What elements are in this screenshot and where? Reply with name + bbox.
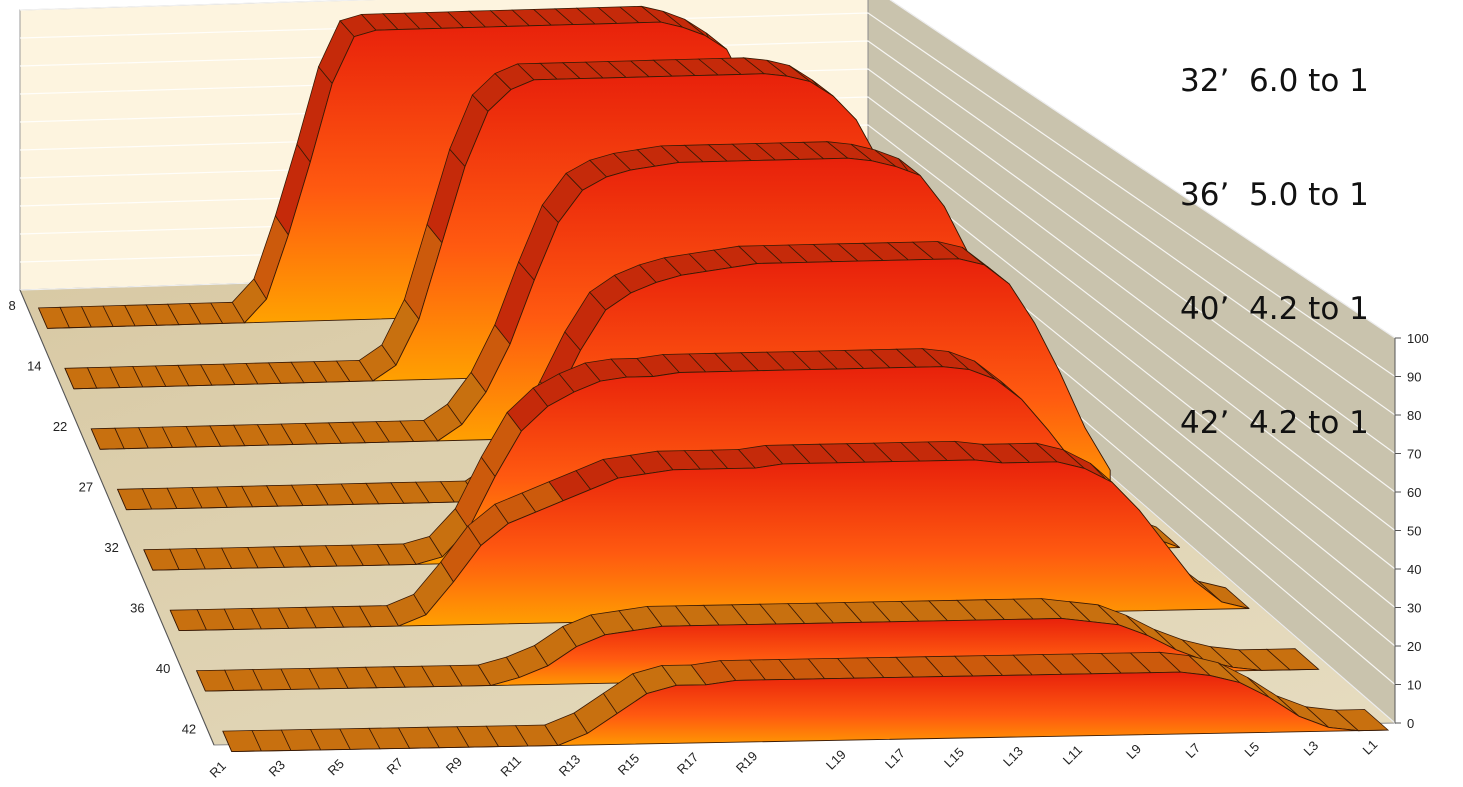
x-tick-label: L3: [1300, 738, 1321, 759]
depth-tick-label: 8: [9, 298, 16, 313]
y-tick-label: 90: [1407, 370, 1421, 385]
y-tick-label: 80: [1407, 408, 1421, 423]
x-tick-label: R9: [443, 754, 465, 776]
ribbon-end-cap: [196, 670, 206, 692]
ribbon-end-cap: [38, 307, 48, 329]
depth-tick-label: 27: [79, 480, 93, 495]
gridline: [19, 96, 1396, 493]
gridline: [19, 0, 1396, 339]
depth-tick-label: 14: [27, 359, 41, 374]
depth-axis-line: [19, 289, 215, 746]
x-tick-label: R3: [266, 757, 288, 779]
x-tick-label: L9: [1123, 741, 1144, 762]
y-tick-label: 50: [1407, 524, 1421, 539]
gridline: [19, 12, 1396, 377]
y-tick-label: 100: [1407, 331, 1429, 346]
x-tick-label: R5: [325, 756, 347, 778]
ribbon-end-cap: [117, 489, 127, 510]
ribbon-end-cap: [169, 610, 180, 631]
y-tick-label: 70: [1407, 447, 1421, 462]
ribbon-end-cap: [143, 549, 154, 571]
y-tick-label: 40: [1407, 562, 1421, 577]
ribbon-face: [179, 459, 1250, 632]
x-tick-label: R19: [733, 748, 760, 775]
legend-line: 36’ 5.0 to 1: [1180, 177, 1369, 213]
gridline: [19, 68, 1396, 454]
x-tick-label: R7: [384, 755, 406, 777]
x-tick-label: L7: [1182, 740, 1203, 761]
depth-tick-label: 32: [104, 540, 118, 555]
ribbon-end-cap: [222, 730, 233, 752]
x-tick-label: L19: [823, 747, 849, 773]
legend-line: 32’ 6.0 to 1: [1180, 63, 1369, 99]
gridline: [19, 40, 1396, 416]
x-tick-label: L5: [1241, 739, 1262, 760]
x-tick-label: L1: [1359, 737, 1380, 758]
x-tick-label: R17: [674, 749, 701, 776]
legend-line: 42’ 4.2 to 1: [1180, 405, 1369, 441]
depth-tick-label: 40: [156, 661, 170, 676]
x-tick-label: L11: [1060, 742, 1085, 767]
x-tick-label: R1: [207, 758, 229, 780]
series-layer: [37, 5, 1390, 753]
x-tick-label: L17: [882, 746, 908, 772]
y-tick-label: 10: [1407, 678, 1421, 693]
depth-tick-label: 22: [53, 419, 67, 434]
ribbon-end-cap: [64, 368, 75, 389]
ribbon-end-cap: [90, 428, 101, 450]
ribbon-face: [231, 671, 1389, 753]
x-tick-label: R15: [615, 751, 642, 778]
series-ribbon-42: [222, 651, 1390, 753]
x-tick-label: L13: [1000, 743, 1026, 769]
y-tick-label: 30: [1407, 601, 1421, 616]
depth-tick-label: 36: [130, 600, 144, 615]
x-tick-label: R11: [497, 753, 524, 780]
y-tick-label: 20: [1407, 639, 1421, 654]
legend: 32’ 6.0 to 1 36’ 5.0 to 1 40’ 4.2 to 1 4…: [1180, 0, 1369, 480]
depth-tick-label: 42: [182, 721, 196, 736]
series-ribbon-36: [169, 440, 1250, 632]
y-tick-label: 60: [1407, 485, 1421, 500]
y-tick-label: 0: [1407, 716, 1414, 731]
legend-line: 40’ 4.2 to 1: [1180, 291, 1369, 327]
x-tick-label: L15: [941, 745, 967, 771]
x-tick-label: R13: [556, 752, 583, 779]
